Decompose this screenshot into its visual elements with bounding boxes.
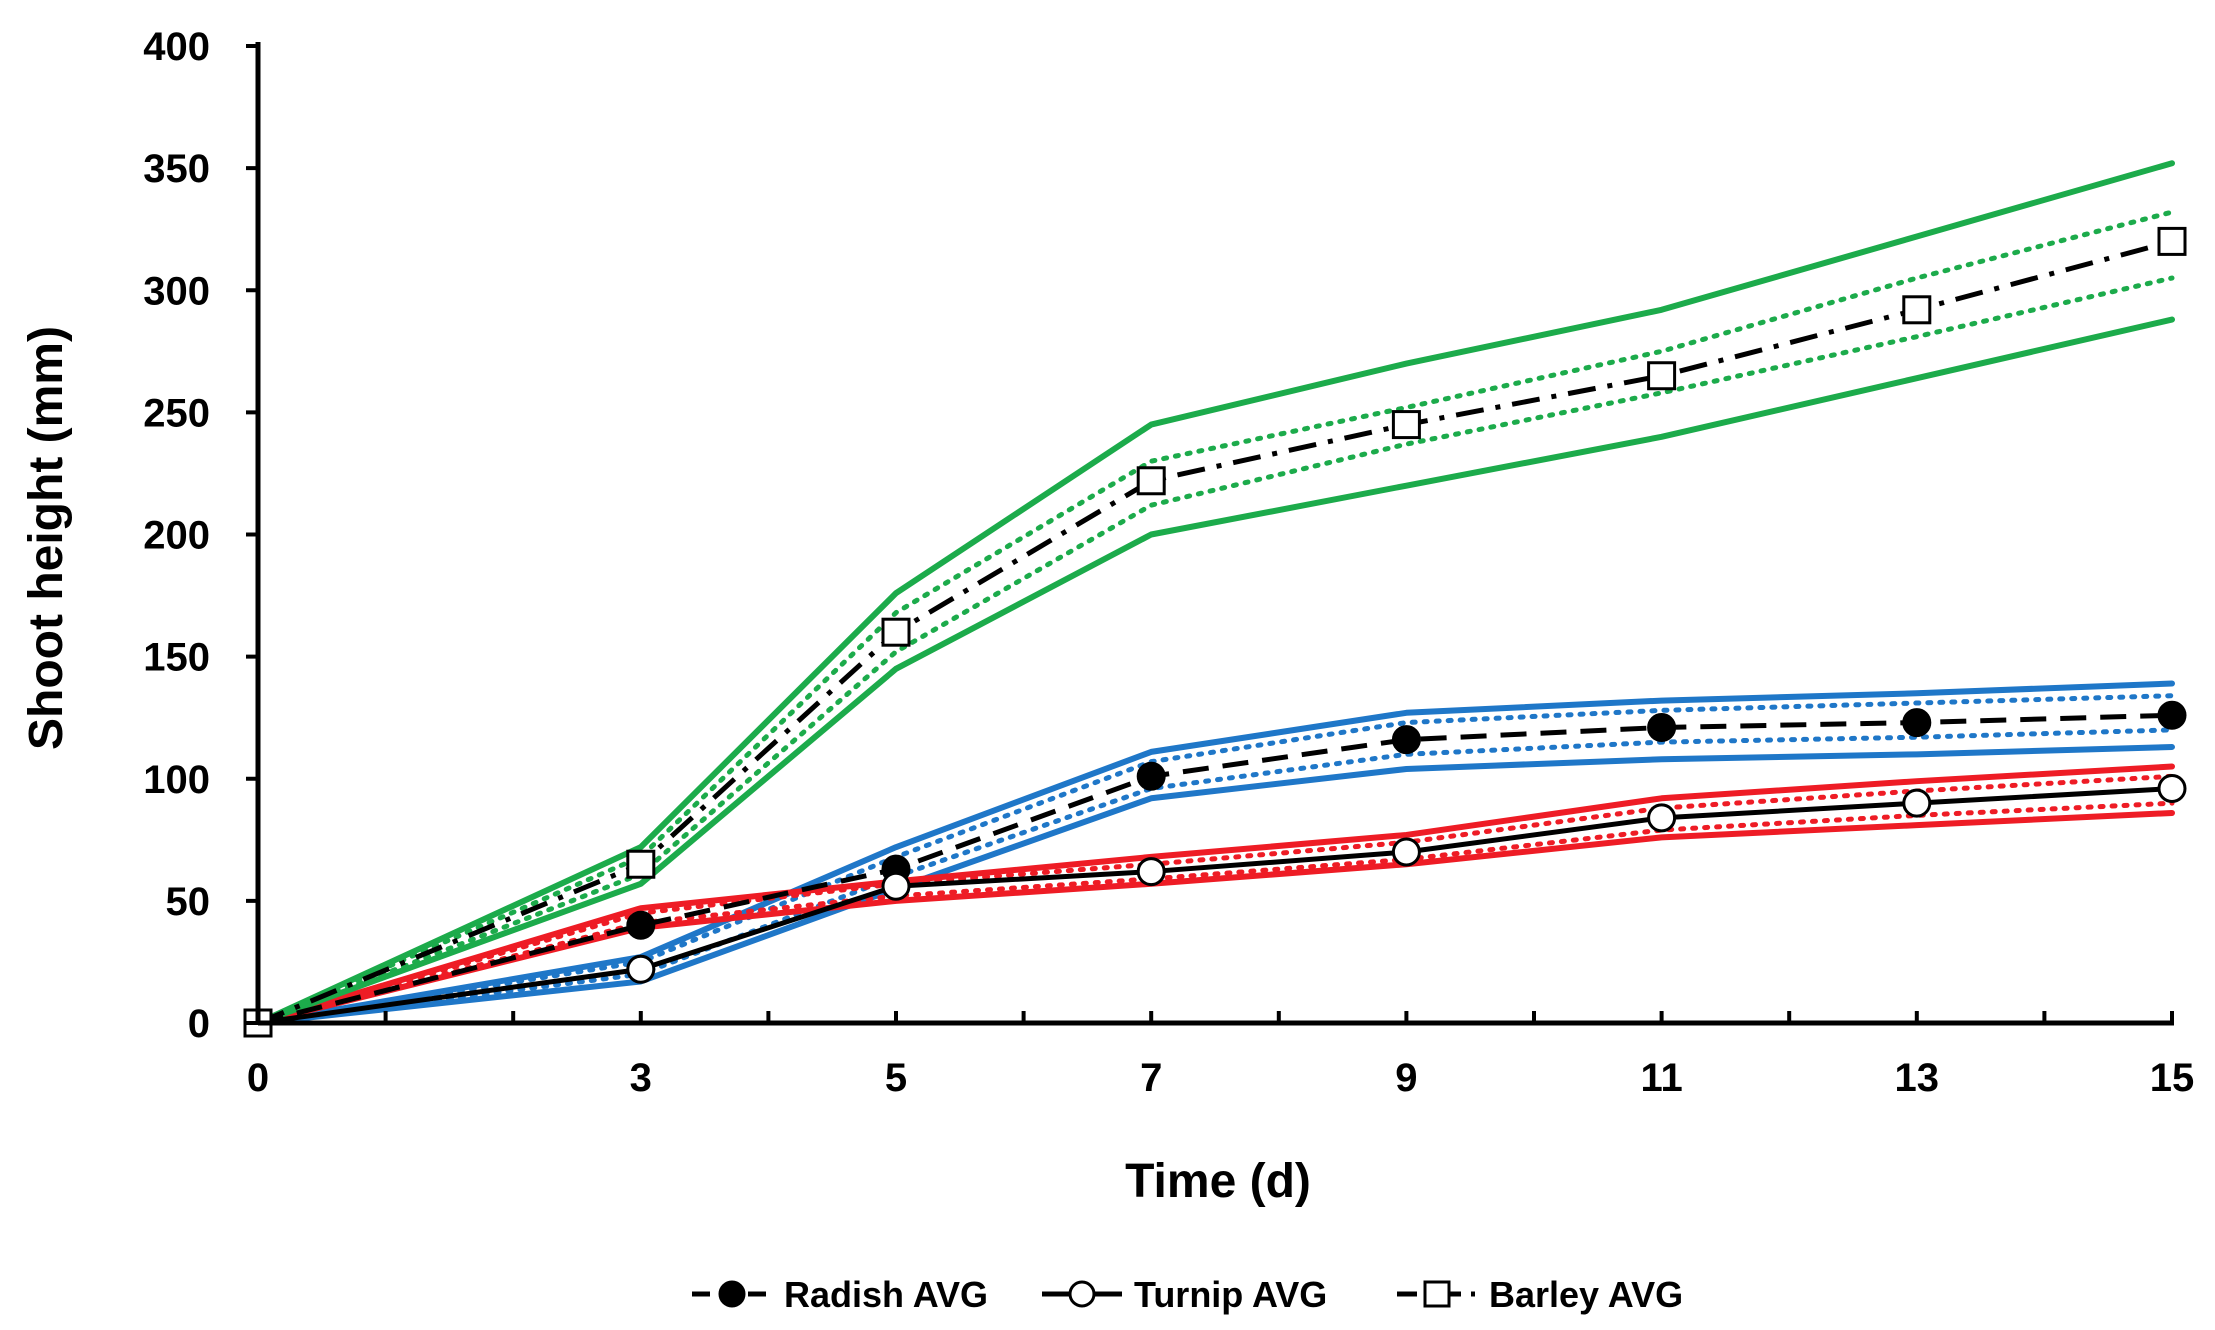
y-tick-label: 300 [143, 269, 210, 313]
legend-marker [1423, 1280, 1451, 1308]
y-tick-label: 50 [166, 880, 211, 924]
band-lines [255, 160, 2175, 1026]
x-tick-label: 5 [885, 1056, 907, 1100]
barley-range-upper-line [255, 160, 2175, 1026]
legend-marker [1068, 1280, 1096, 1308]
x-tick-label: 7 [1140, 1056, 1162, 1100]
x-axis-title: Time (d) [1125, 1155, 1311, 1208]
legend-item-barley-avg: Barley AVG [1397, 1274, 1683, 1315]
turnip-avg-point [626, 954, 656, 984]
y-tick-label: 250 [143, 391, 210, 435]
y-tick-label: 150 [143, 636, 210, 680]
legend-label: Turnip AVG [1134, 1274, 1327, 1315]
barley-avg-point [626, 849, 656, 879]
barley-avg-point [1136, 466, 1166, 496]
barley-avg-point [881, 617, 911, 647]
radish-avg-point [1136, 761, 1166, 791]
legend-label: Barley AVG [1489, 1274, 1683, 1315]
x-tick-label: 9 [1395, 1056, 1417, 1100]
legend-marker [718, 1280, 746, 1308]
radish-range-upper-line [255, 680, 2175, 1026]
radish-avg-point [1391, 725, 1421, 755]
barley-avg-point [1902, 295, 1932, 325]
barley-error-upper-line [255, 209, 2175, 1026]
y-tick-label: 0 [188, 1002, 210, 1046]
y-tick-label: 350 [143, 147, 210, 191]
legend-label: Radish AVG [784, 1274, 988, 1315]
y-tick-label: 100 [143, 758, 210, 802]
turnip-error-lower-line [255, 800, 2175, 1026]
series-lines [243, 226, 2187, 1038]
x-tick-label: 0 [247, 1056, 269, 1100]
legend-item-turnip-avg: Turnip AVG [1042, 1274, 1327, 1315]
turnip-avg-point [1136, 857, 1166, 887]
turnip-avg-point [881, 871, 911, 901]
axes [246, 42, 2174, 1026]
tick-labels: 0 50 100 150 200 250 300 350 400 0 3 5 7 9 11 13 15 [143, 25, 2194, 1100]
legend: Radish AVG Turnip AVG Barley AVG [692, 1274, 1683, 1315]
radish-avg-point [1902, 708, 1932, 738]
turnip-avg-line [257, 786, 2173, 1026]
barley-avg-point [1391, 410, 1421, 440]
x-tick-label: 13 [1895, 1056, 1940, 1100]
barley-avg-line [257, 238, 2173, 1026]
radish-avg-point [1647, 712, 1677, 742]
barley-avg-point [1647, 361, 1677, 391]
turnip-avg-point [1647, 803, 1677, 833]
legend-item-radish-avg: Radish AVG [692, 1274, 988, 1315]
barley-avg-point [2157, 226, 2187, 256]
turnip-avg-point [1391, 837, 1421, 867]
turnip-range-lower-line [255, 809, 2175, 1026]
radish-range-lower-line [255, 743, 2175, 1026]
y-axis-title: Shoot height (mm) [20, 326, 73, 750]
y-tick-label: 200 [143, 514, 210, 558]
turnip-range-upper-line [255, 763, 2175, 1026]
barley-range-lower-line [255, 316, 2175, 1026]
x-tick-label: 11 [1640, 1056, 1682, 1100]
radish-avg-point [626, 910, 656, 940]
radish-error-upper-line [255, 693, 2175, 1026]
turnip-avg-point [1902, 788, 1932, 818]
radish-avg-line [257, 712, 2173, 1026]
barley-error-lower-line [255, 275, 2175, 1026]
x-tick-label: 3 [630, 1056, 652, 1100]
radish-avg-point [2157, 700, 2187, 730]
x-tick-label: 15 [2150, 1056, 2195, 1100]
turnip-avg-point [2157, 774, 2187, 804]
y-tick-label: 400 [143, 25, 210, 69]
